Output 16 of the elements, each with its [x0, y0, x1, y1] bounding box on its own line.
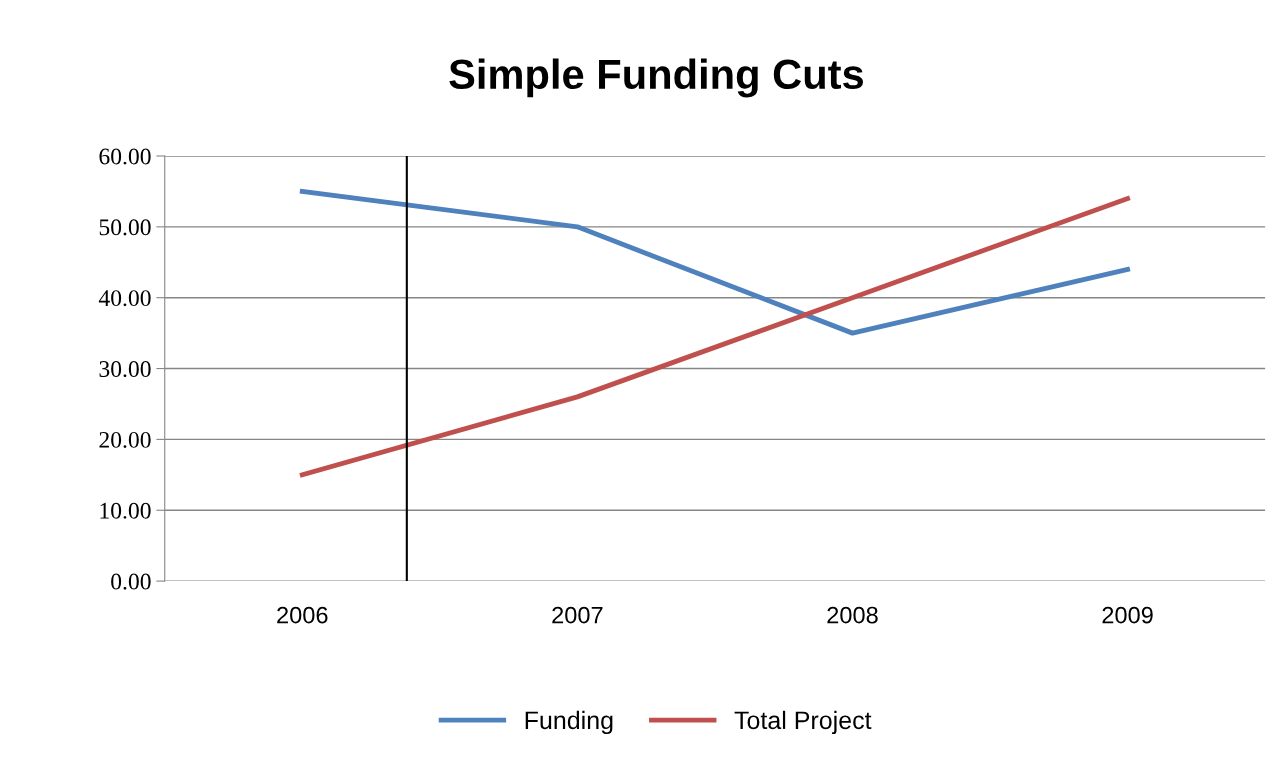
- y-tick-label: 10.00: [100, 502, 151, 519]
- x-tick-label: 2009: [1102, 606, 1153, 624]
- y-tick-label: 20.00: [99, 431, 151, 448]
- x-tick-label: 2007: [552, 606, 603, 624]
- legend-label: Total Project: [734, 710, 872, 735]
- x-tick-label: 2006: [277, 606, 328, 624]
- line-series: [299, 189, 1130, 336]
- legend-label: Funding: [525, 710, 613, 735]
- chart-title: Simple Funding Cuts: [449, 58, 863, 98]
- line-series: [299, 196, 1130, 478]
- x-tick-label: 2008: [827, 606, 878, 624]
- y-tick-label: 0.00: [111, 573, 151, 590]
- y-tick-label: 60.00: [99, 148, 151, 165]
- y-tick-label: 30.00: [99, 361, 151, 378]
- y-tick-label: 50.00: [99, 219, 151, 236]
- y-tick-label: 40.00: [98, 290, 151, 307]
